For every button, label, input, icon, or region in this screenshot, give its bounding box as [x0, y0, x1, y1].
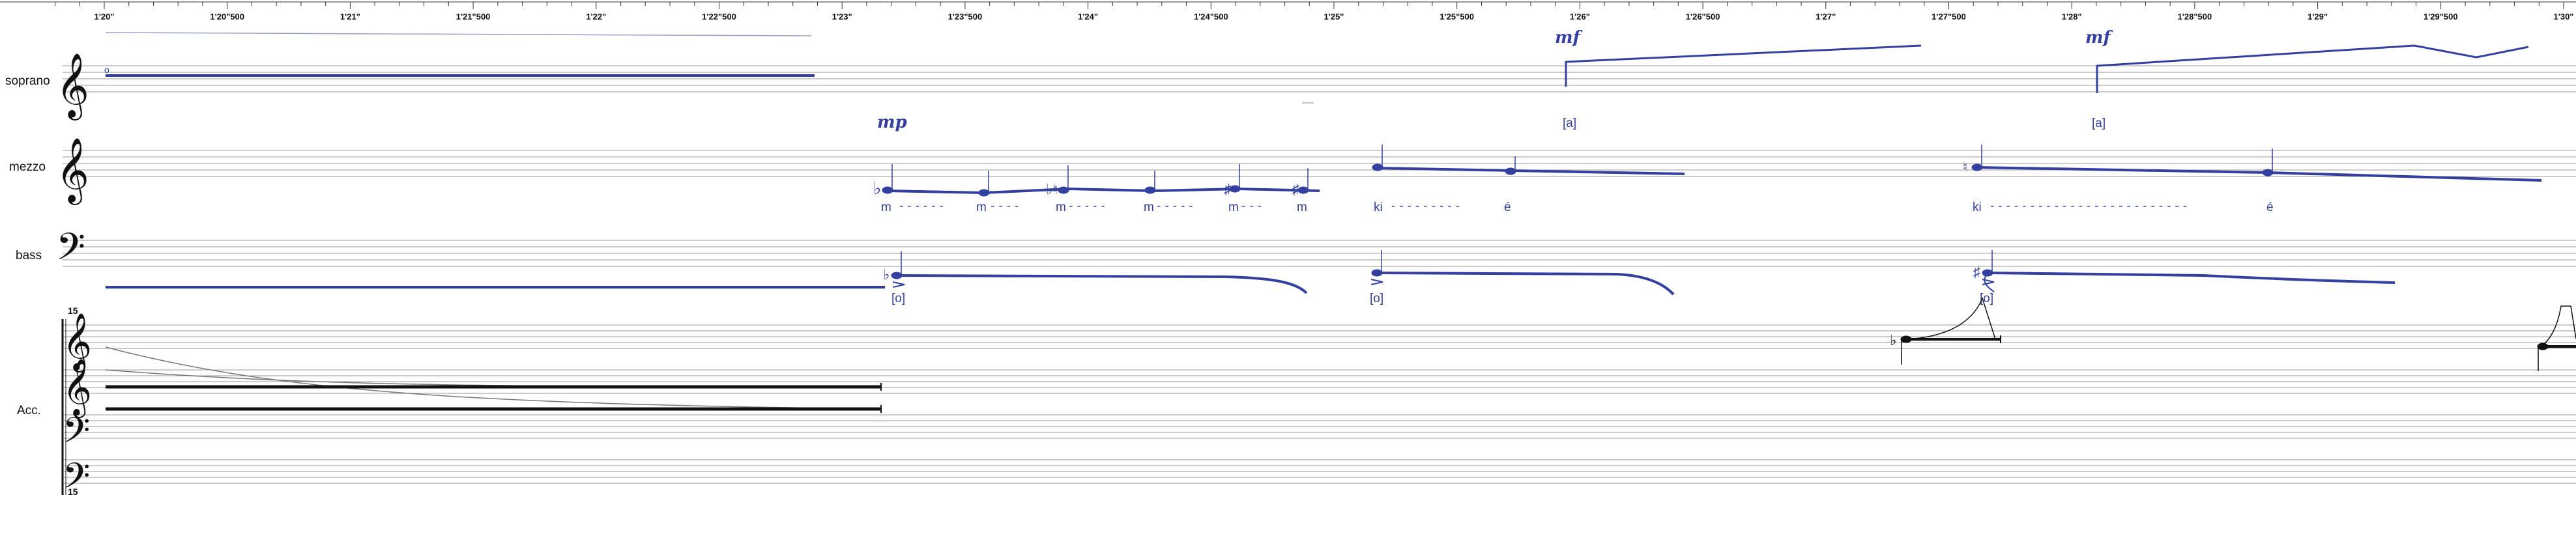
sharp-icon: ♯ — [1973, 264, 1980, 280]
ruler-label: 1'21" — [340, 12, 360, 21]
mezzo-part: ♭ ♭♮ ♯ ♯ ♮ — [873, 145, 2542, 198]
mezzo-lyrics: m m m m m m ------ ---- ----- ----- --- … — [881, 199, 2274, 214]
dynamic-mf: mf — [1555, 28, 1583, 48]
flat-icon: ♭♮ — [1046, 181, 1058, 197]
time-ruler: 1'20" 1'20"500 1'21" 1'21"500 1'22" 1'22"500 1… — [0, 1, 2576, 21]
bass-part: ♭ ♯ — [106, 250, 2395, 296]
harmonic-mark-icon: o — [104, 64, 109, 75]
acc-system-bracket — [61, 319, 66, 495]
lyric-extender: --------- — [1391, 199, 1464, 213]
lyric-extender: ----- — [1069, 199, 1109, 213]
ruler-label: 1'21"500 — [456, 12, 491, 21]
ottava-bottom: 15 — [68, 486, 78, 497]
staff-label-acc: Acc. — [17, 404, 41, 417]
staff-label-mezzo: mezzo — [9, 160, 46, 174]
lyric-syllable: ki — [1374, 201, 1383, 214]
ruler-label: 1'29"500 — [2424, 12, 2458, 21]
ruler-label: 1'22"500 — [702, 12, 736, 21]
staff-label-soprano: soprano — [5, 74, 50, 88]
lyric-extender: --- — [1241, 199, 1266, 213]
glissando-line — [1565, 44, 1922, 87]
lyric-syllable: é — [2266, 201, 2274, 214]
lyric-extender: ------ — [899, 199, 948, 213]
ruler-labels: 1'20" 1'20"500 1'21" 1'21"500 1'22" 1'22"500 1… — [94, 12, 2574, 21]
treble-clef-icon: 𝄞 — [56, 137, 89, 205]
ruler-label: 1'24" — [1078, 12, 1098, 21]
treble-clef-icon: 𝄞 — [56, 53, 89, 120]
dynamic-mf: mf — [2085, 28, 2113, 48]
ruler-ticks — [55, 2, 2564, 9]
ruler-label: 1'29" — [2308, 12, 2328, 21]
vowel-o: [o] — [891, 292, 905, 305]
glissando-line — [2096, 44, 2529, 93]
lyric-syllable: m — [1297, 201, 1307, 214]
ruler-label: 1'27"500 — [1932, 12, 1966, 21]
vowel-a: [a] — [2092, 117, 2106, 130]
ruler-label: 1'28" — [2062, 12, 2082, 21]
accent-icon — [1370, 279, 1383, 285]
ruler-label: 1'25"500 — [1440, 12, 1474, 21]
ruler-label: 1'24"500 — [1194, 12, 1228, 21]
lyric-extender: ---- — [991, 199, 1022, 213]
lyric-syllable: é — [1504, 201, 1511, 214]
glissando-guide — [105, 32, 812, 36]
vowel-a: [a] — [1563, 117, 1576, 130]
lyric-syllable: m — [1056, 201, 1066, 214]
lyric-syllable: m — [1228, 201, 1239, 214]
flat-icon: ♭ — [883, 266, 890, 283]
lyric-extender: ----- — [1157, 199, 1197, 213]
clefs: 𝄞 𝄞 𝄢 𝄞 𝄞 𝄢 𝄢 — [56, 53, 92, 505]
ruler-label: 1'25" — [1324, 12, 1344, 21]
vowel-o: [o] — [1370, 292, 1383, 305]
ruler-label: 1'20" — [94, 12, 115, 21]
lyric-extender: ------------------------- — [1990, 199, 2191, 213]
ruler-label: 1'20"500 — [210, 12, 244, 21]
bass-clef-icon: 𝄢 — [63, 455, 90, 505]
bass-clef-icon: 𝄢 — [63, 410, 90, 460]
ruler-label: 1'23"500 — [948, 12, 983, 21]
lyric-syllable: m — [976, 201, 987, 214]
ruler-label: 1'28"500 — [2178, 12, 2212, 21]
ruler-label: 1'30" — [2554, 12, 2574, 21]
ruler-label: 1'26" — [1570, 12, 1590, 21]
ruler-label: 1'22" — [586, 12, 606, 21]
ruler-label: 1'26"500 — [1686, 12, 1720, 21]
lyric-syllable: ki — [1973, 201, 1982, 214]
lyric-syllable: m — [1144, 201, 1154, 214]
bass-clef-icon: 𝄢 — [56, 225, 85, 278]
ottava-top: 15 — [68, 305, 78, 316]
accent-icon — [892, 281, 905, 288]
treble-clef-icon: 𝄞 — [63, 358, 92, 418]
dynamic-mp: mp — [877, 113, 907, 132]
sharp-icon: ♯ — [1292, 181, 1299, 197]
flat-icon: ♭ — [1890, 332, 1896, 348]
treble-clef-icon: 𝄞 — [63, 312, 92, 373]
natural-icon: ♮ — [1963, 160, 1967, 175]
flat-icon: ♭ — [873, 178, 881, 198]
acc-part: ♭ — [105, 296, 2576, 413]
ruler-label: 1'27" — [1816, 12, 1836, 21]
sharp-icon: ♯ — [1224, 181, 1231, 197]
staff-label-bass: bass — [16, 249, 42, 262]
ruler-label: 1'23" — [832, 12, 852, 21]
accent-icon — [1982, 279, 1995, 285]
soprano-part: o — [104, 32, 2529, 104]
staff-lines — [63, 65, 2576, 484]
lyric-syllable: m — [881, 201, 891, 214]
